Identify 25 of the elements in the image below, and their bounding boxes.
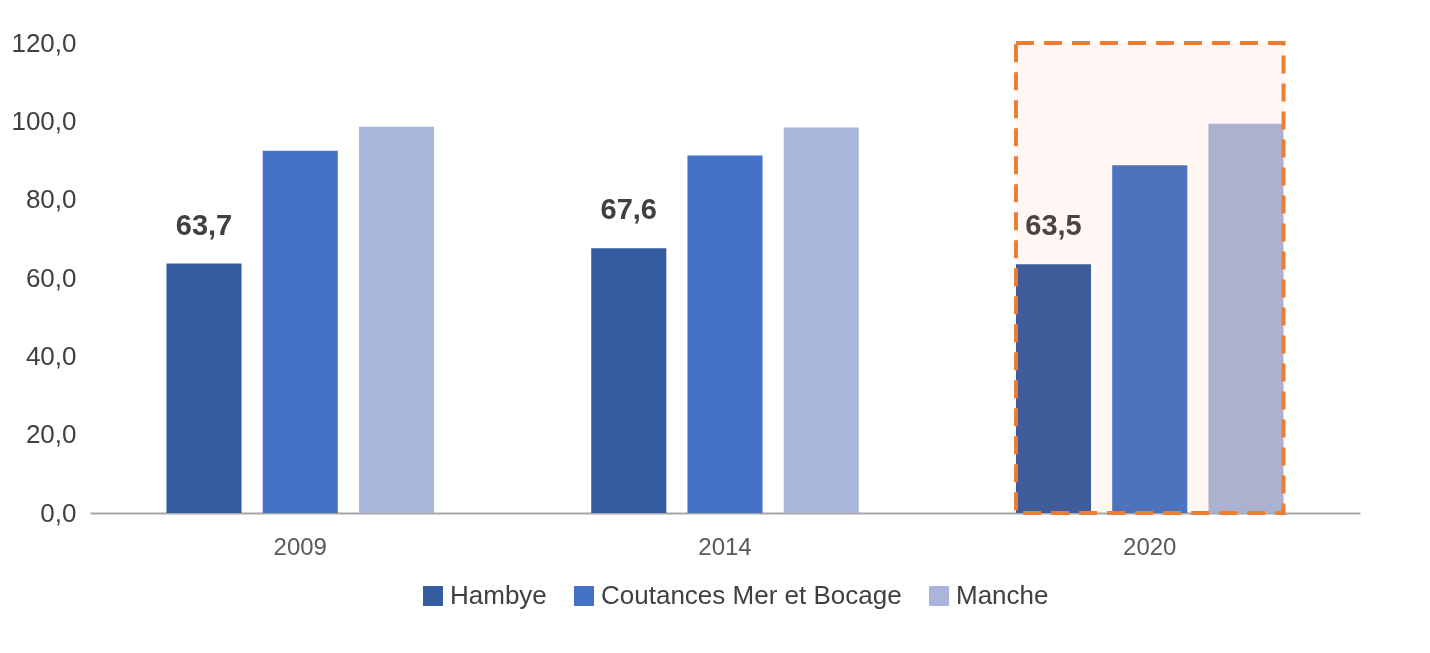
- bar: [1208, 123, 1284, 513]
- y-tick-label: 0,0: [40, 497, 77, 528]
- legend-label: Hambye: [450, 580, 547, 610]
- bar: [1015, 264, 1092, 513]
- bar: [1112, 165, 1188, 513]
- bar: [166, 263, 242, 513]
- bar: [783, 127, 859, 513]
- bar: [262, 150, 338, 513]
- bar: [687, 155, 763, 513]
- y-tick-label: 120,0: [11, 27, 77, 58]
- y-tick-label: 100,0: [11, 105, 77, 136]
- x-tick-label: 2014: [698, 532, 752, 560]
- bar: [591, 248, 667, 513]
- legend-label: Manche: [956, 580, 1049, 610]
- y-tick-label: 20,0: [25, 419, 77, 450]
- y-tick-label: 60,0: [25, 262, 77, 293]
- legend-label: Coutances Mer et Bocage: [601, 580, 902, 610]
- data-label: 67,6: [600, 193, 657, 226]
- bar: [358, 126, 435, 513]
- y-tick-label: 80,0: [25, 184, 77, 215]
- data-label: 63,7: [175, 208, 233, 241]
- x-tick-label: 2009: [273, 532, 327, 560]
- data-label: 63,5: [1025, 209, 1082, 242]
- y-tick-label: 40,0: [25, 340, 77, 371]
- x-tick-label: 2020: [1123, 532, 1177, 560]
